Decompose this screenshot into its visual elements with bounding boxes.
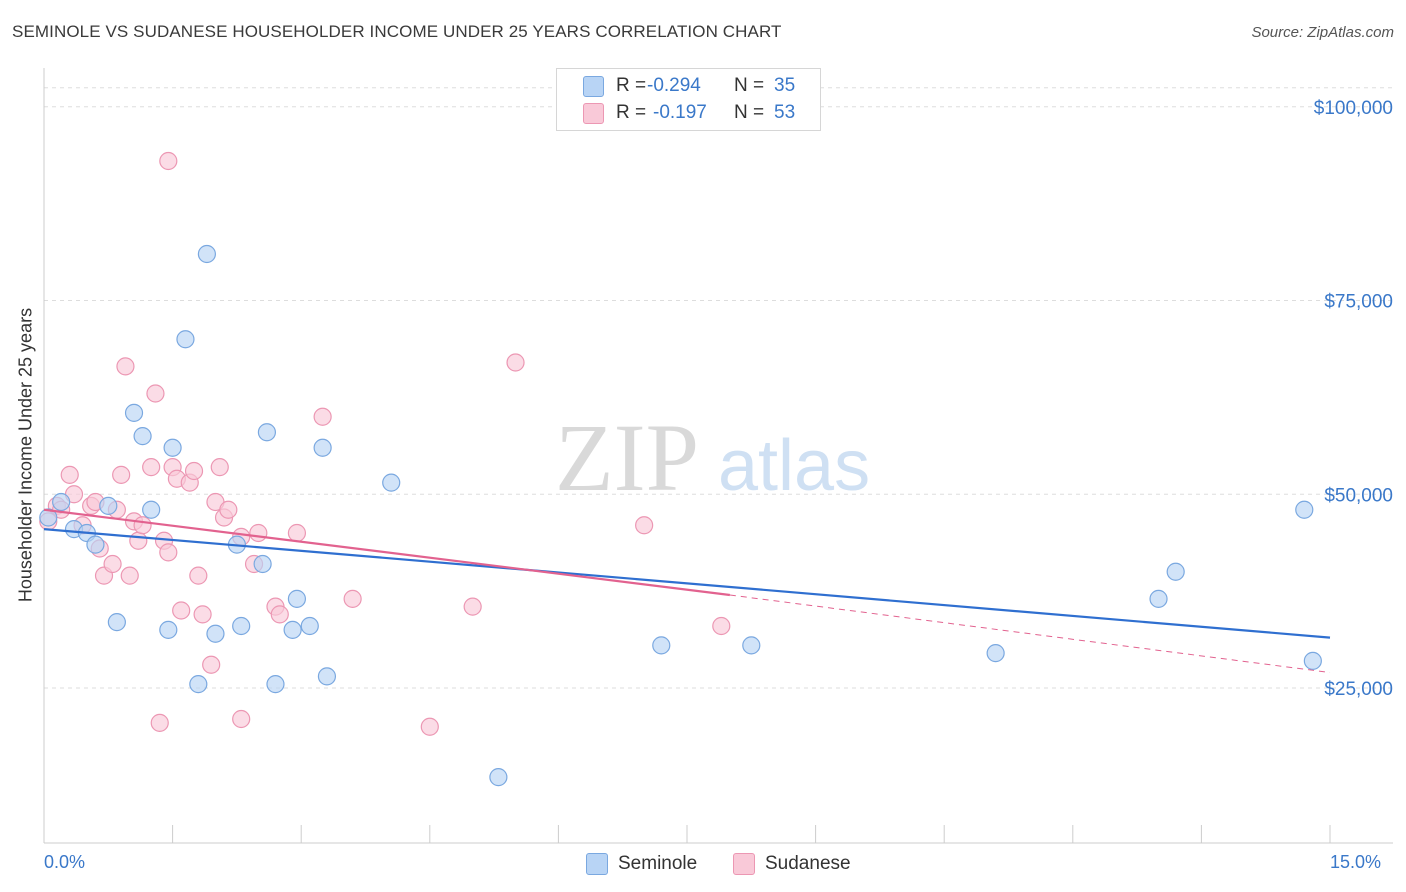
sudanese-point: [270, 605, 289, 624]
sudanese-point: [159, 543, 178, 562]
seminole-point: [266, 675, 285, 694]
seminole-point: [287, 589, 307, 608]
sudanese-point: [142, 458, 161, 477]
seminole-point: [176, 330, 195, 349]
legend-n-label: N =: [734, 102, 765, 123]
sudanese-point: [249, 523, 268, 543]
sudanese-point: [172, 601, 191, 620]
seminole-point: [133, 427, 152, 446]
seminole-trend-line: [43, 528, 1331, 639]
seminole-point: [142, 500, 161, 519]
legend-n-value-seminole: 35: [774, 75, 796, 96]
sudanese-point: [184, 461, 204, 481]
seminole-point: [124, 403, 144, 422]
sudanese-point: [159, 151, 178, 171]
seminole-point: [197, 244, 216, 264]
sudanese-point: [463, 597, 482, 616]
x-tick-max: 15.0%: [1330, 852, 1382, 872]
sudanese-point: [120, 566, 139, 585]
seminole-point: [1166, 562, 1185, 581]
seminole-point: [163, 438, 182, 457]
seminole-point: [283, 620, 302, 639]
seminole-point: [742, 636, 761, 655]
legend-n-label: N =: [734, 75, 765, 96]
source-label: Source: ZipAtlas.com: [1251, 24, 1394, 41]
sudanese-point: [313, 407, 332, 426]
sudanese-point: [420, 717, 439, 736]
sudanese-point: [219, 500, 238, 519]
seminole-point: [1149, 589, 1168, 608]
sudanese-point: [232, 709, 251, 729]
seminole-point: [159, 620, 178, 639]
sudanese-point: [712, 616, 731, 636]
sudanese-point: [150, 713, 169, 732]
seminole-point: [1303, 651, 1322, 670]
watermark-zip: ZIP: [555, 404, 699, 511]
seminole-point: [317, 667, 337, 686]
x-tick-min: 0.0%: [44, 852, 86, 872]
sudanese-point: [146, 384, 165, 403]
sudanese-point: [202, 655, 221, 674]
seminole-point: [52, 492, 71, 512]
seminole-point: [189, 675, 208, 694]
seminole-point: [39, 508, 58, 527]
sudanese-point: [506, 353, 525, 372]
seminole-point: [232, 616, 251, 636]
sudanese-point: [635, 516, 654, 535]
sudanese-point: [60, 465, 79, 484]
seminole-point: [652, 636, 671, 655]
sudanese-trend-line: [43, 508, 731, 597]
y-tick-label: $75,000: [1324, 292, 1393, 313]
sudanese-point: [103, 554, 122, 574]
y-axis-label: Householder Income Under 25 years: [15, 307, 36, 603]
sudanese-point: [343, 589, 362, 608]
y-tick-label: $100,000: [1314, 98, 1393, 119]
sudanese-swatch: [733, 853, 755, 875]
sudanese-point: [133, 516, 152, 535]
legend-r-label: R =: [616, 102, 647, 123]
seminole-point: [489, 768, 508, 787]
seminole-point: [1295, 500, 1314, 519]
bottom-legend-label-seminole: Seminole: [618, 853, 698, 874]
seminole-point: [257, 423, 277, 442]
sudanese-point: [287, 523, 307, 543]
watermark-atlas: atlas: [718, 426, 870, 506]
seminole-point: [99, 496, 118, 515]
seminole-point: [313, 438, 332, 457]
seminole-point: [107, 613, 126, 632]
seminole-point: [986, 644, 1005, 663]
sudanese-point: [193, 605, 212, 624]
stats-legend: R = -0.294 N = 35 R = -0.197 N = 53: [556, 68, 821, 131]
sudanese-point: [116, 357, 135, 376]
sudanese-point: [210, 458, 229, 477]
sudanese-point: [129, 531, 148, 550]
sudanese-point: [189, 566, 208, 585]
legend-r-label: R =: [616, 75, 647, 96]
y-tick-label: $50,000: [1324, 485, 1393, 506]
y-tick-label: $25,000: [1324, 679, 1393, 700]
bottom-legend-label-sudanese: Sudanese: [765, 853, 851, 874]
seminole-point: [206, 624, 225, 643]
legend-r-value-sudanese: -0.197: [653, 102, 707, 123]
seminole-point: [253, 554, 272, 574]
seminole-swatch: [586, 853, 608, 875]
seminole-point: [382, 473, 401, 492]
seminole-point: [300, 616, 319, 636]
chart-title: SEMINOLE VS SUDANESE HOUSEHOLDER INCOME …: [12, 22, 782, 41]
sudanese-swatch: [583, 103, 604, 124]
legend-n-value-sudanese: 53: [774, 102, 796, 123]
legend-r-value-seminole: -0.294: [647, 75, 701, 96]
seminole-swatch: [583, 76, 604, 97]
sudanese-trend-extension: [729, 594, 1331, 673]
sudanese-point: [112, 465, 131, 484]
seminole-point: [86, 535, 105, 554]
